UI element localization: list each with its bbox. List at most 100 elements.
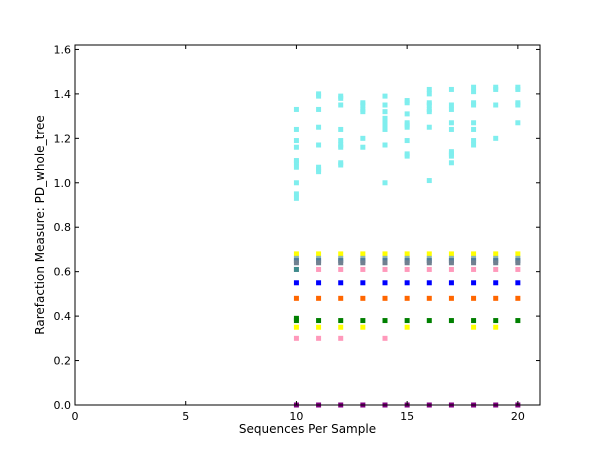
data-point: [471, 318, 477, 324]
data-point: [515, 295, 521, 301]
data-point: [382, 260, 388, 266]
data-point: [404, 318, 410, 324]
data-point: [360, 102, 366, 108]
data-point: [404, 100, 410, 106]
data-point: [293, 318, 299, 324]
data-point: [515, 280, 521, 286]
data-point: [493, 86, 499, 92]
data-point: [382, 280, 388, 286]
data-point: [293, 164, 299, 170]
data-point: [515, 251, 521, 257]
data-point: [448, 280, 454, 286]
data-point: [360, 144, 366, 150]
data-point: [448, 318, 454, 324]
data-point: [426, 318, 432, 324]
data-point: [426, 109, 432, 115]
data-point: [316, 295, 322, 301]
data-point: [448, 126, 454, 132]
data-point: [293, 191, 299, 197]
data-point: [382, 266, 388, 272]
data-point: [471, 280, 477, 286]
data-point: [293, 126, 299, 132]
data-point: [426, 295, 432, 301]
data-point: [316, 251, 322, 257]
data-point: [471, 102, 477, 108]
data-point: [360, 109, 366, 115]
data-point: [316, 106, 322, 112]
data-point: [448, 260, 454, 266]
y-tick-label: 0.6: [54, 266, 72, 279]
y-axis-label: Rarefaction Measure: PD_whole_tree: [33, 115, 47, 334]
data-point: [404, 111, 410, 117]
data-points: [293, 84, 521, 408]
data-point: [404, 280, 410, 286]
data-point: [493, 280, 499, 286]
data-point: [471, 324, 477, 330]
data-point: [515, 120, 521, 126]
data-point: [293, 280, 299, 286]
data-point: [448, 251, 454, 257]
data-point: [404, 260, 410, 266]
y-tick-label: 1.4: [54, 88, 72, 101]
data-point: [382, 142, 388, 148]
x-axis-label: Sequences Per Sample: [239, 422, 376, 436]
y-tick-label: 0.2: [54, 355, 72, 368]
axis-ticks: 0 5 10 15 20 0.0 0.2 0.4 0.6 0.8 1.0 1.2 1.4 1.6: [54, 43, 540, 423]
y-tick-label: 1.2: [54, 132, 72, 145]
data-point: [448, 266, 454, 272]
data-point: [293, 195, 299, 201]
data-point: [493, 251, 499, 257]
plot-area-frame: [74, 44, 541, 406]
data-point: [360, 295, 366, 301]
data-point: [316, 266, 322, 272]
data-point: [404, 251, 410, 257]
data-point: [471, 251, 477, 257]
data-point: [382, 251, 388, 257]
y-tick-label: 0.4: [54, 310, 72, 323]
data-point: [316, 280, 322, 286]
data-point: [404, 324, 410, 330]
data-point: [493, 135, 499, 141]
data-point: [293, 335, 299, 341]
data-point: [404, 295, 410, 301]
data-point: [493, 102, 499, 108]
data-point: [382, 115, 388, 121]
data-point: [293, 106, 299, 112]
data-point: [293, 295, 299, 301]
data-point: [293, 260, 299, 266]
data-point: [471, 295, 477, 301]
data-point: [426, 178, 432, 184]
data-point: [448, 86, 454, 92]
data-point: [426, 102, 432, 108]
data-point: [338, 126, 344, 132]
data-point: [338, 162, 344, 168]
data-point: [293, 138, 299, 144]
data-point: [316, 260, 322, 266]
data-point: [316, 169, 322, 175]
data-point: [293, 324, 299, 330]
data-point: [448, 160, 454, 166]
data-point: [426, 266, 432, 272]
x-tick-label: 15: [400, 410, 414, 423]
data-point: [493, 295, 499, 301]
data-point: [404, 266, 410, 272]
data-point: [382, 335, 388, 341]
data-point: [493, 318, 499, 324]
data-point: [448, 106, 454, 112]
data-point: [360, 324, 366, 330]
x-tick-label: 10: [289, 410, 303, 423]
y-tick-label: 0.0: [54, 399, 72, 412]
data-point: [382, 109, 388, 115]
data-point: [404, 153, 410, 159]
data-point: [316, 124, 322, 130]
data-point: [338, 280, 344, 286]
data-point: [382, 102, 388, 108]
y-tick-label: 0.8: [54, 221, 72, 234]
y-tick-label: 1.6: [54, 43, 72, 56]
data-point: [426, 251, 432, 257]
data-point: [360, 280, 366, 286]
x-tick-label: 20: [511, 410, 525, 423]
data-point: [471, 89, 477, 95]
data-point: [360, 318, 366, 324]
